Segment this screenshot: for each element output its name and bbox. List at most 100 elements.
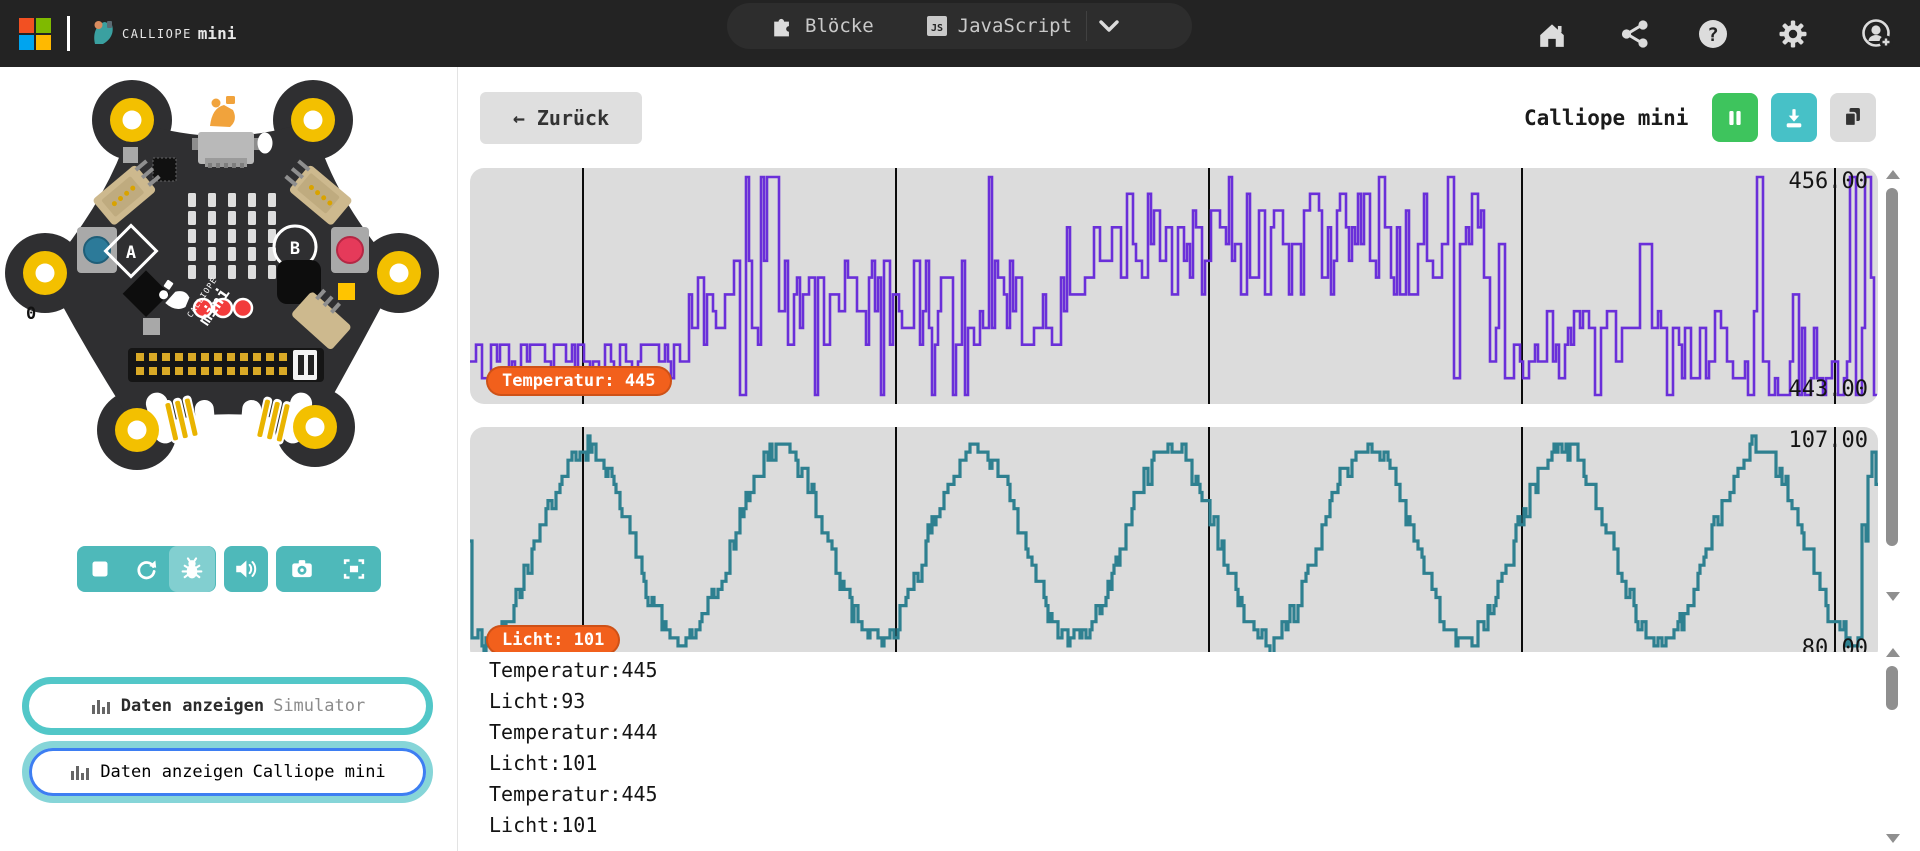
button-a[interactable]: A: [77, 223, 159, 279]
speaker-component: [277, 260, 321, 304]
top-bar: CALLIOPE mini Blöcke JS JavaScript: [0, 0, 1920, 67]
sim-sound-button[interactable]: [224, 546, 268, 592]
chart-min-label: 80.00: [1801, 636, 1868, 652]
chart-licht[interactable]: 107.00 80.00 Licht: 101: [470, 427, 1878, 652]
ms-logo-yellow: [36, 35, 51, 50]
back-arrow-icon: ←: [512, 106, 525, 130]
signin-button[interactable]: [1860, 17, 1894, 51]
download-icon: [1786, 108, 1802, 127]
back-label: Zurück: [536, 106, 610, 130]
tab-blocks[interactable]: Blöcke: [727, 3, 900, 49]
brand-calliope: CALLIOPE: [122, 26, 192, 41]
calliope-board-simulator[interactable]: A B: [0, 70, 445, 482]
tab-divider: [1086, 11, 1088, 41]
home-button[interactable]: [1535, 17, 1569, 51]
panel-divider: [457, 67, 458, 851]
chart-min-label: 443.00: [1788, 377, 1868, 402]
svg-text:B: B: [290, 239, 300, 259]
svg-text:A: A: [126, 243, 136, 263]
pause-logging-button[interactable]: [1712, 93, 1758, 142]
settings-button[interactable]: [1776, 17, 1810, 51]
help-icon: ?: [1699, 20, 1727, 48]
tab-javascript[interactable]: JS JavaScript: [900, 3, 1086, 49]
sim-fullscreen-button[interactable]: [328, 546, 380, 592]
console-line: Temperatur:445: [489, 782, 658, 806]
stop-icon: [92, 561, 108, 577]
home-icon: [1540, 24, 1564, 47]
bug-icon: [181, 557, 203, 579]
show-data-simulator-button[interactable]: Daten anzeigen Simulator: [22, 677, 433, 735]
download-data-button[interactable]: [1771, 93, 1817, 142]
gear-icon: [1779, 20, 1807, 48]
show-data-target: Calliope mini: [252, 762, 386, 782]
grove-connector-bottom: [292, 288, 351, 350]
editor-tabs: Blöcke JS JavaScript: [727, 3, 1192, 49]
ms-logo-red: [19, 18, 34, 33]
ms-logo-blue: [19, 35, 34, 50]
console-scrollbar-up[interactable]: [1886, 648, 1900, 657]
console-line: Licht:93: [489, 689, 586, 713]
led-matrix: [188, 193, 276, 279]
serial-console[interactable]: Temperatur:445 Licht:93 Temperatur:444 L…: [489, 655, 1869, 841]
svg-text:?: ?: [1707, 24, 1718, 46]
chart-max-label: 107.00: [1788, 428, 1868, 453]
sim-screenshot-button[interactable]: [276, 546, 328, 592]
board-logo-orange: [210, 96, 235, 127]
charts-area: 456.00 443.00 Temperatur: 445 107.00 80.…: [470, 168, 1878, 652]
grove-connector-right: [284, 159, 352, 225]
bar-chart-icon: [71, 766, 90, 780]
chart-scrollbar-up[interactable]: [1886, 170, 1900, 179]
help-button[interactable]: ?: [1696, 17, 1730, 51]
serial-device-title: Calliope mini: [1524, 106, 1689, 130]
rgb-leds: [192, 297, 254, 319]
sim-control-group: [77, 546, 216, 592]
chart-temperatur[interactable]: 456.00 443.00 Temperatur: 445: [470, 168, 1878, 404]
user-add-icon: [1862, 19, 1893, 49]
component: [143, 318, 160, 335]
tab-blocks-label: Blöcke: [805, 15, 874, 37]
brand[interactable]: CALLIOPE mini: [122, 0, 236, 67]
calliope-fairy-icon: [94, 21, 113, 44]
microsoft-logo-icon[interactable]: [19, 18, 51, 50]
chart-licht-canvas: [470, 427, 1878, 652]
show-data-device-outer: Daten anzeigen Calliope mini: [22, 741, 433, 803]
share-button[interactable]: [1618, 17, 1652, 51]
button-b[interactable]: B: [272, 224, 369, 273]
console-scrollbar-down[interactable]: [1886, 834, 1900, 843]
reset-hole: [257, 132, 273, 154]
back-button[interactable]: ← Zurück: [480, 92, 642, 144]
grove-connector-left: [93, 159, 161, 225]
language-dropdown-toggle[interactable]: [1087, 3, 1131, 49]
edge-connector: [145, 392, 313, 447]
sim-restart-button[interactable]: [123, 546, 169, 592]
corner-pads: [23, 98, 421, 452]
pause-icon: [1729, 110, 1741, 125]
speaker-icon: [236, 560, 257, 578]
chart-scrollbar-down[interactable]: [1886, 592, 1900, 601]
component-diamond: [122, 270, 170, 318]
console-line: Temperatur:445: [489, 658, 658, 682]
console-scrollbar-thumb[interactable]: [1886, 666, 1898, 710]
ms-logo-green: [36, 18, 51, 33]
chart-scrollbar-thumb[interactable]: [1886, 188, 1898, 546]
camera-icon: [292, 560, 312, 578]
puzzle-icon: [774, 18, 789, 37]
show-data-device-button[interactable]: Daten anzeigen Calliope mini: [29, 748, 426, 796]
fullscreen-icon: [343, 559, 365, 579]
js-icon: JS: [926, 16, 947, 36]
console-line: Licht:101: [489, 751, 598, 775]
show-data-target: Simulator: [273, 696, 366, 716]
bar-chart-icon: [91, 700, 110, 714]
copy-data-button[interactable]: [1830, 93, 1876, 142]
sim-debug-button[interactable]: [169, 546, 215, 592]
chevron-down-icon: [1099, 19, 1119, 32]
brand-divider: [67, 16, 70, 51]
brand-mini: mini: [197, 24, 237, 43]
sim-stop-button[interactable]: [77, 546, 123, 592]
restart-icon: [137, 560, 157, 580]
copy-icon: [1844, 107, 1860, 127]
show-data-label: Daten anzeigen: [100, 762, 244, 782]
pin-header: [128, 348, 324, 382]
sim-sound-group: [224, 546, 268, 592]
